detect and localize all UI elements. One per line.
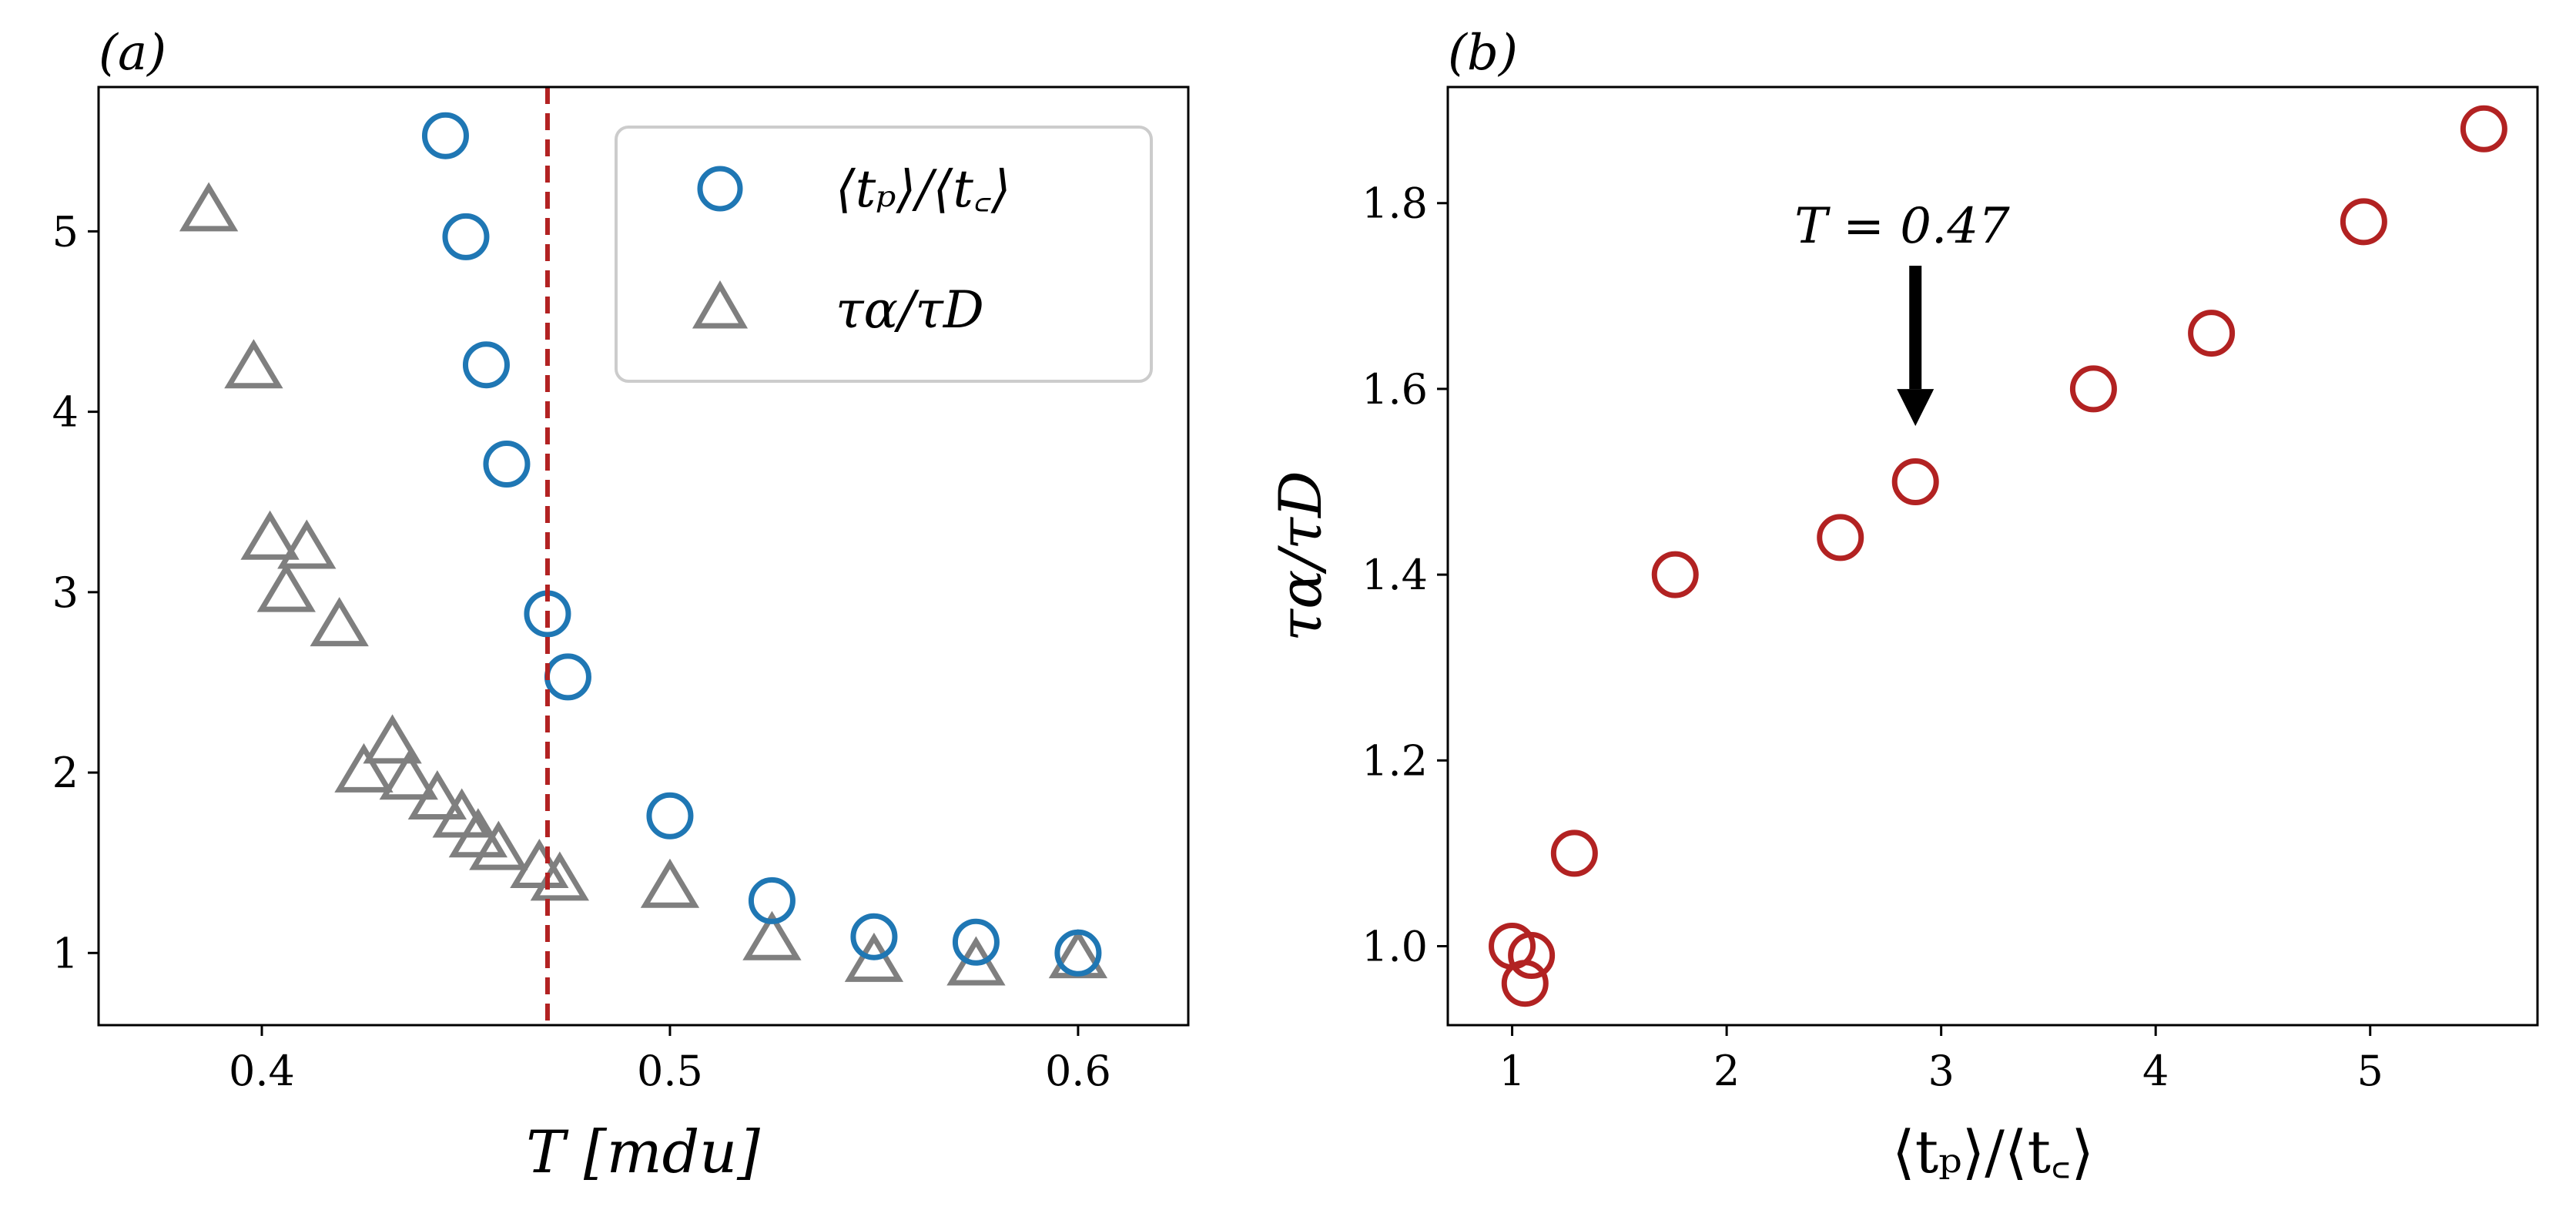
panel-a-points: [179, 112, 1108, 986]
triangle-point: [334, 742, 394, 793]
panel-b-xtick-label: 5: [2357, 1047, 2383, 1095]
triangle-point: [379, 750, 438, 800]
circle-point: [421, 112, 469, 159]
data-point: [1651, 551, 1699, 598]
panel-a-ytick-label: 3: [52, 568, 79, 617]
panel-b-ytick-label: 1.6: [1362, 365, 1428, 414]
circle-point: [1054, 929, 1102, 977]
panel-b-ytick-label: 1.8: [1362, 179, 1428, 228]
panel-b-y-ticks: 1.0 1.2 1.4 1.6 1.8: [1362, 179, 1448, 970]
triangle-point: [510, 839, 569, 889]
panel-b-axes-frame: [1446, 85, 2539, 1027]
legend-circle-marker: [697, 166, 743, 212]
triangle-point: [240, 510, 300, 560]
triangle-point: [432, 788, 491, 838]
legend-frame: [615, 126, 1153, 383]
panel-a: (a) 0.4 0.5 0.6 1 2 3 4 5 T [mdu] ⟨tₚ⟩/⟨t꜀⟩ τα…: [52, 25, 1190, 1186]
panel-b-points: [1489, 105, 2507, 1007]
triangle-point: [277, 519, 337, 569]
triangle-point: [256, 562, 316, 612]
triangle-point: [363, 714, 422, 764]
circle-point: [442, 213, 490, 260]
circle-point: [462, 341, 510, 389]
panel-b-y-axis-label: τα/τD: [1266, 471, 1335, 642]
panel-b-xtick-label: 2: [1713, 1047, 1740, 1095]
circle-point: [483, 441, 531, 488]
panel-b-tag: (b): [1448, 25, 1518, 82]
triangle-point: [469, 820, 528, 870]
data-point: [2340, 198, 2387, 246]
circle-point: [748, 876, 796, 924]
triangle-point: [640, 858, 700, 908]
panel-a-ytick-label: 5: [52, 207, 79, 256]
data-point: [1501, 960, 1549, 1007]
arrow-head: [1897, 389, 1935, 427]
triangle-point: [742, 910, 802, 960]
panel-b-ytick-label: 1.0: [1362, 922, 1428, 970]
panel-a-axes-frame: [97, 85, 1190, 1027]
data-point: [2069, 365, 2117, 413]
panel-a-y-ticks: 1 2 3 4 5: [52, 207, 99, 977]
triangle-point: [224, 339, 283, 389]
panel-b-ytick-label: 1.4: [1362, 551, 1428, 599]
panel-b-xtick-label: 3: [1928, 1047, 1954, 1095]
data-point: [1817, 514, 1864, 561]
panel-b-x-ticks: 1 2 3 4 5: [1499, 1025, 2383, 1095]
data-point: [1891, 458, 1939, 506]
panel-b-ytick-label: 1.2: [1362, 736, 1428, 785]
panel-a-xtick-label: 0.4: [229, 1047, 295, 1095]
legend-triangle-marker: [692, 280, 749, 329]
panel-a-ytick-label: 2: [52, 749, 79, 797]
panel-a-ytick-label: 4: [52, 388, 79, 437]
panel-b-xtick-label: 1: [1499, 1047, 1525, 1095]
triangle-point: [310, 597, 369, 647]
panel-b: (b) 1 2 3 4 5 1.0 1.2 1.4 1.6 1.8 ⟨tₚ⟩/⟨t꜀⟩ τα/τ…: [1266, 25, 2539, 1186]
legend-label-tp-tc: ⟨tₚ⟩/⟨t꜀⟩: [836, 159, 1011, 219]
circle-point: [850, 913, 898, 960]
panel-a-ytick-label: 1: [52, 929, 79, 977]
triangle-point: [179, 182, 239, 232]
circle-point: [952, 918, 1000, 966]
panel-a-x-axis-label: T [mdu]: [526, 1118, 760, 1186]
circle-point: [646, 792, 694, 840]
annotation-text: T = 0.47: [1794, 198, 2010, 255]
data-point: [2188, 310, 2236, 357]
triangle-point: [844, 932, 904, 982]
triangle-point: [448, 808, 508, 858]
legend-label-tau-ratio: τα/τD: [836, 280, 984, 340]
panel-a-legend: ⟨tₚ⟩/⟨t꜀⟩ τα/τD: [615, 126, 1153, 383]
panel-a-tag: (a): [99, 25, 166, 82]
panel-a-x-ticks: 0.4 0.5 0.6: [229, 1025, 1111, 1095]
data-point: [1508, 932, 1556, 980]
panel-a-xtick-label: 0.6: [1045, 1047, 1111, 1095]
circle-point: [544, 653, 591, 701]
arrow-shaft: [1909, 266, 1922, 390]
panel-b-xtick-label: 4: [2142, 1047, 2169, 1095]
annotation-arrow: [1897, 266, 1935, 427]
data-point: [2460, 105, 2507, 152]
triangle-point: [407, 770, 467, 820]
panel-b-x-axis-label: ⟨tₚ⟩/⟨t꜀⟩: [1892, 1118, 2094, 1186]
panel-a-xtick-label: 0.5: [637, 1047, 703, 1095]
data-point: [1550, 830, 1598, 877]
